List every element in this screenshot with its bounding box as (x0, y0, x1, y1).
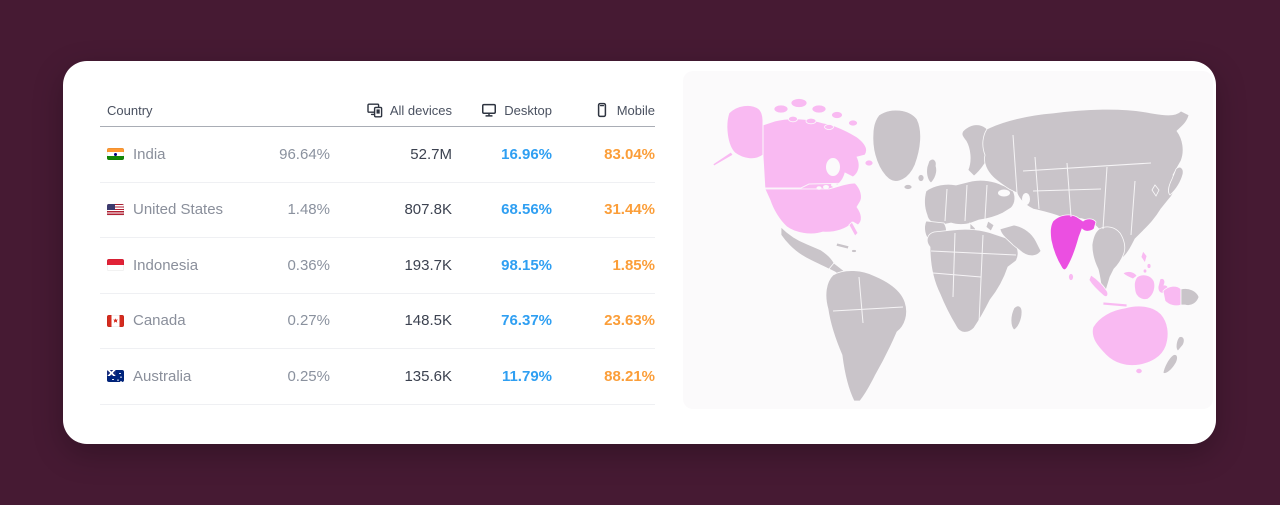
country-name: Canada (133, 312, 186, 330)
world-traffic-map[interactable] (683, 71, 1213, 409)
map-madagascar (1010, 305, 1023, 331)
mobile-column-label: Mobile (616, 102, 655, 118)
country-cell: United States (100, 201, 235, 218)
flag-icon-in (107, 148, 124, 161)
all-devices-value: 807.8K (404, 201, 452, 219)
map-caspian-sea (1022, 193, 1030, 205)
map-hudson-bay (826, 158, 840, 176)
map-malaysia (1122, 271, 1138, 280)
map-cuba (835, 242, 850, 250)
map-korea (1151, 184, 1160, 197)
map-arabia (999, 224, 1042, 257)
all-devices-value: 148.5K (404, 312, 452, 330)
map-black-sea (998, 189, 1010, 197)
map-sri-lanka (1068, 273, 1074, 281)
map-iceland (903, 184, 913, 190)
map-japan (1168, 166, 1184, 196)
mobile-share-value: 31.44% (604, 201, 655, 219)
table-row[interactable]: India 96.64% 52.7M 16.96% 83.04% (100, 127, 655, 183)
map-aleutians (712, 151, 734, 167)
country-cell: Indonesia (100, 257, 235, 274)
map-florida (848, 221, 859, 237)
mobile-share-value: 1.85% (612, 256, 655, 274)
desktop-share-value: 98.15% (501, 256, 552, 274)
country-cell: India (100, 146, 235, 163)
all-devices-icon (367, 102, 383, 118)
map-canada (762, 118, 867, 190)
table-row[interactable]: United States 1.48% 807.8K 68.56% 31.44% (100, 183, 655, 238)
country-table-body: India 96.64% 52.7M 16.96% 83.04% United … (100, 127, 655, 405)
flag-icon-id (107, 259, 124, 272)
map-india (1050, 214, 1097, 271)
map-asia (982, 108, 1190, 260)
map-arctic-islands (773, 98, 874, 167)
map-philippines (1140, 250, 1152, 274)
traffic-share-value: 96.64% (279, 145, 330, 163)
all-devices-value: 52.7M (410, 145, 452, 163)
map-greenland (872, 109, 921, 182)
all-devices-value: 135.6K (404, 367, 452, 385)
map-new-guinea-east (1180, 288, 1200, 306)
traffic-share-value: 1.48% (287, 201, 330, 219)
map-hispaniola (851, 249, 857, 253)
map-tasmania (1135, 367, 1143, 374)
map-great-lakes (823, 185, 829, 189)
desktop-share-value: 11.79% (501, 367, 552, 385)
country-name: Indonesia (133, 256, 199, 274)
map-indochina (1091, 226, 1126, 295)
column-header-desktop[interactable]: Desktop (481, 102, 552, 118)
mobile-share-value: 88.21% (604, 367, 655, 385)
desktop-share-value: 68.56% (501, 201, 552, 219)
traffic-share-value: 0.25% (287, 367, 330, 385)
table-row[interactable]: Indonesia 0.36% 193.7K 98.15% 1.85% (100, 238, 655, 294)
all-devices-column-label: All devices (389, 102, 452, 118)
country-cell: Australia (100, 368, 235, 385)
desktop-share-value: 16.96% (501, 145, 552, 163)
country-name: Australia (133, 367, 192, 385)
desktop-share-value: 76.37% (501, 312, 552, 330)
mobile-share-value: 23.63% (604, 312, 655, 330)
flag-icon-au (107, 370, 124, 383)
column-header-country[interactable]: Country (100, 103, 153, 118)
desktop-column-label: Desktop (504, 102, 552, 118)
country-name: India (133, 145, 166, 163)
flag-icon-ca (107, 314, 124, 327)
world-map-svg (683, 71, 1213, 409)
country-traffic-table: Country All devices (100, 94, 655, 405)
traffic-share-value: 0.36% (287, 256, 330, 274)
map-australia (1091, 305, 1169, 366)
table-row[interactable]: Australia 0.25% 135.6K 11.79% 88.21% (100, 349, 655, 405)
traffic-share-value: 0.27% (287, 312, 330, 330)
country-cell: Canada (100, 312, 235, 329)
mobile-share-value: 83.04% (604, 145, 655, 163)
map-greece (985, 220, 995, 232)
map-borders (762, 115, 1152, 324)
all-devices-value: 193.7K (404, 256, 452, 274)
map-south-america (825, 270, 907, 402)
map-ireland (917, 174, 925, 182)
country-name: United States (133, 201, 224, 219)
column-header-mobile[interactable]: Mobile (594, 102, 655, 118)
desktop-icon (481, 102, 497, 118)
traffic-by-country-card: Country All devices (63, 61, 1216, 444)
table-row[interactable]: Canada 0.27% 148.5K 76.37% 23.63% (100, 294, 655, 349)
column-header-all-devices[interactable]: All devices (367, 102, 452, 118)
map-uk (926, 158, 938, 184)
flag-icon-us (107, 203, 124, 216)
map-new-zealand (1162, 336, 1185, 374)
map-africa (926, 228, 1019, 333)
mobile-icon (594, 102, 610, 118)
country-column-label: Country (107, 102, 153, 118)
table-header-row: Country All devices (100, 94, 655, 127)
